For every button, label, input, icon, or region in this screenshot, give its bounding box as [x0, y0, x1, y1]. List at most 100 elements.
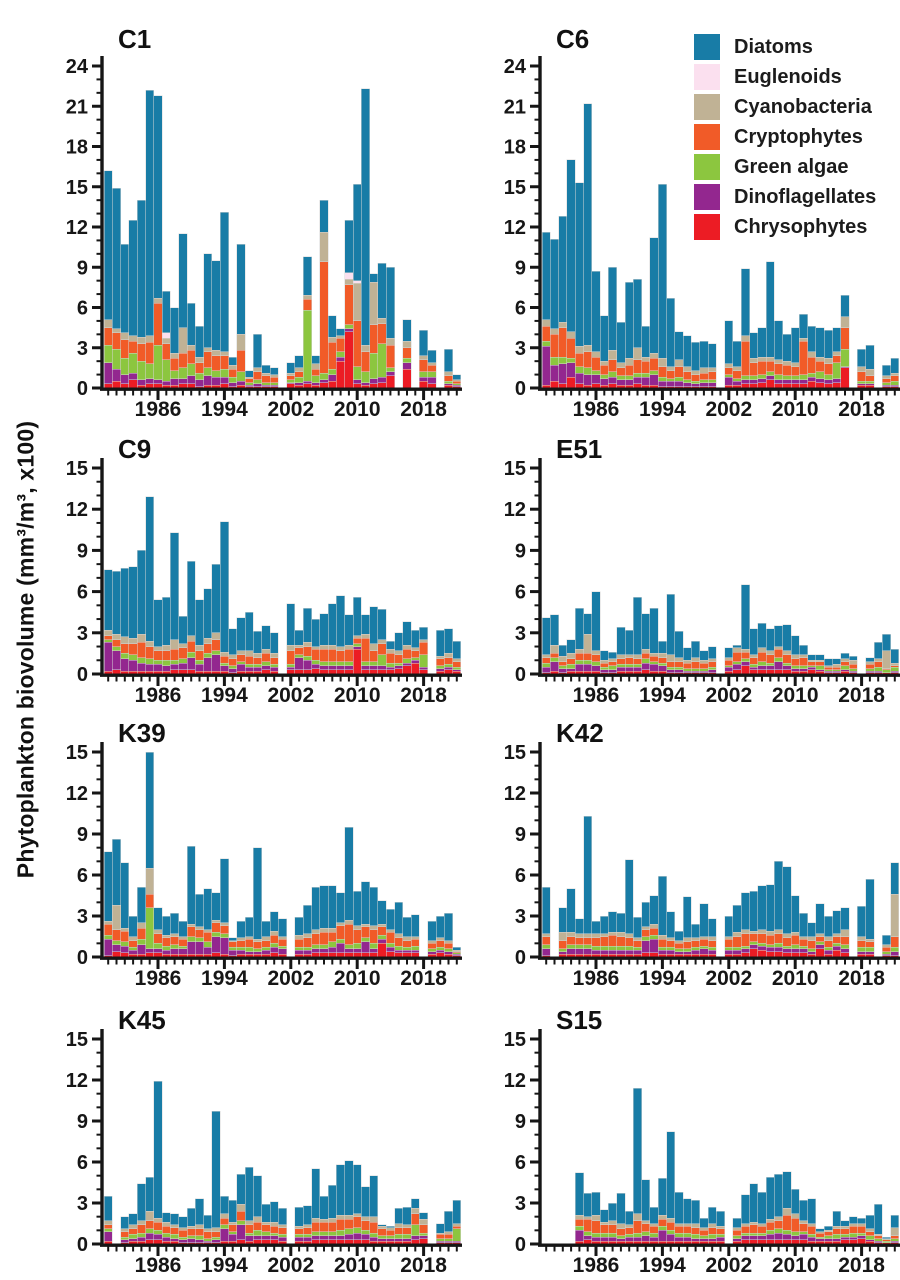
bar-segment [427, 364, 437, 373]
bar-segment [699, 1217, 709, 1228]
bar-segment [344, 644, 354, 650]
bar-segment [691, 657, 701, 662]
bar-segment [716, 1228, 725, 1235]
bar-segment [682, 948, 692, 952]
bar-segment [435, 1223, 445, 1234]
bar-segment [361, 669, 370, 675]
bar-segment [294, 1236, 304, 1242]
bar-segment [749, 657, 759, 665]
bar-segment [303, 669, 312, 675]
bar-segment [377, 654, 387, 667]
panel-title: K39 [118, 718, 166, 748]
bar-segment [427, 921, 437, 941]
bar-segment [732, 904, 742, 933]
bar-segment [732, 647, 742, 653]
bar-segment [145, 658, 155, 665]
bar-segment [815, 654, 825, 661]
bar-segment [649, 1232, 659, 1238]
bar-segment [319, 944, 329, 950]
bar-segment [699, 945, 709, 950]
bar-segment [732, 661, 742, 665]
bar-segment [386, 666, 395, 671]
bar-segment [782, 1171, 792, 1209]
bar-segment [749, 1235, 759, 1241]
bar-segment [327, 928, 337, 933]
bar-segment [890, 649, 900, 664]
bar-segment [303, 904, 312, 935]
bar-segment [444, 653, 453, 658]
bar-segment [361, 633, 370, 639]
bar-segment [103, 1224, 113, 1230]
bar-segment [352, 596, 362, 636]
bar-segment [616, 945, 626, 951]
bar-segment [882, 364, 891, 377]
bar-segment [435, 949, 445, 954]
bar-segment [145, 496, 155, 642]
bar-segment [824, 379, 833, 385]
bar-segment [344, 220, 354, 273]
bar-segment [882, 934, 891, 945]
bar-segment [666, 661, 676, 668]
bar-segment [691, 940, 701, 948]
legend-item-chrysophytes: Chrysophytes [694, 212, 876, 242]
bar-segment [344, 1234, 354, 1241]
bar-segment [319, 669, 329, 675]
bar-segment [103, 934, 113, 940]
bar-segment [732, 1238, 742, 1242]
bar-segment [261, 949, 271, 955]
bar-segment [303, 383, 312, 389]
bar-segment [799, 668, 808, 672]
bar-segment [840, 348, 850, 367]
bar-segment [386, 653, 395, 664]
bar-segment [303, 256, 312, 296]
bar-segment [541, 948, 551, 956]
bar-segment [294, 1234, 304, 1238]
bar-segment [352, 649, 362, 675]
bar-segment [649, 952, 659, 958]
bar-segment [137, 379, 146, 386]
bar-segment [749, 654, 759, 658]
bar-segment [253, 1230, 262, 1237]
bar-segment [336, 360, 346, 389]
bar-segment [137, 1236, 146, 1242]
bar-segment [319, 649, 329, 662]
bar-segment [765, 628, 775, 651]
bar-segment [890, 893, 900, 937]
bar-segment [658, 876, 667, 936]
bar-segment [674, 951, 684, 955]
bar-segment [452, 1223, 462, 1227]
bar-segment [832, 1210, 842, 1227]
bar-segment [840, 661, 850, 667]
bar-segment [261, 375, 271, 383]
bar-segment [186, 936, 196, 943]
bar-segment [178, 1239, 188, 1243]
bar-segment [774, 646, 784, 650]
bar-segment [890, 375, 900, 382]
bar-segment [699, 1235, 709, 1239]
bar-segment [203, 947, 213, 955]
bar-segment [616, 1238, 626, 1242]
bar-segment [583, 1239, 593, 1245]
bar-segment [599, 933, 609, 937]
bar-segment [244, 1220, 254, 1226]
bar-segment [765, 261, 775, 358]
bar-segment [666, 947, 676, 951]
bar-segment [599, 945, 609, 951]
bar-segment [575, 937, 584, 945]
bar-segment [608, 665, 618, 671]
bar-segment [782, 654, 792, 664]
bar-segment [608, 661, 618, 667]
bar-segment [145, 1176, 155, 1212]
bar-segment [757, 943, 767, 947]
bar-segment [120, 658, 130, 672]
bar-segment [211, 350, 221, 357]
x-tick-label: 1986 [573, 398, 620, 421]
bar-segment [724, 936, 734, 940]
bar-segment [749, 664, 759, 668]
bar-segment [799, 338, 808, 342]
bar-segment [203, 929, 213, 933]
x-axis: 1986 1994 2002 2010 2018 [538, 673, 900, 707]
bar-segment [807, 951, 817, 955]
bar-segment [741, 379, 750, 385]
